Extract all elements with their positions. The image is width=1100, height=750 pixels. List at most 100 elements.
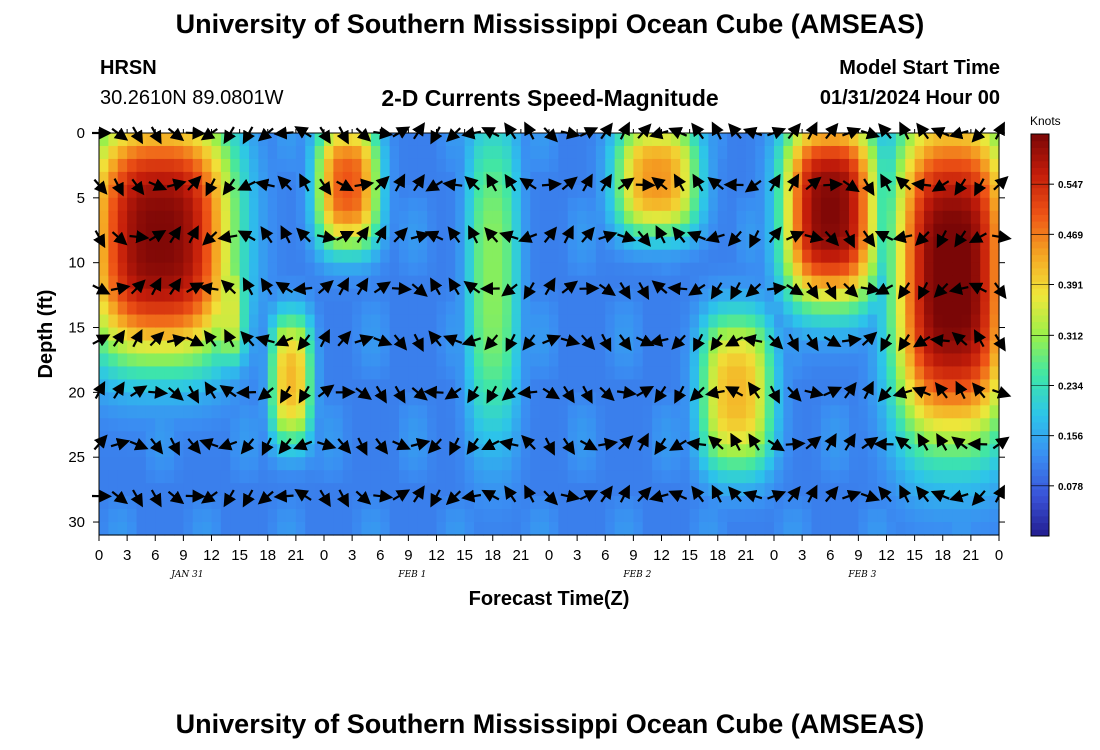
heatmap-cell [305, 262, 316, 277]
heatmap-cell [783, 327, 794, 342]
heatmap-cell [295, 249, 306, 264]
current-vector [749, 230, 762, 249]
heatmap-cell [839, 301, 850, 316]
heatmap-cell [567, 145, 578, 160]
current-vector [111, 490, 129, 505]
heatmap-cell [839, 496, 850, 510]
heatmap-cell [436, 145, 447, 160]
heatmap-cell [145, 171, 156, 186]
current-vector [635, 334, 655, 347]
heatmap-cell [389, 405, 400, 419]
heatmap-cell [352, 249, 363, 264]
heatmap-cell [558, 223, 569, 238]
heatmap-cell [474, 444, 484, 458]
heatmap-cell [886, 379, 897, 393]
heatmap-cell [652, 470, 663, 484]
heatmap-cell [727, 197, 738, 212]
heatmap-cell [727, 379, 738, 393]
heatmap-cell [267, 405, 278, 419]
heatmap-cell [942, 405, 953, 419]
heatmap-cell [867, 210, 878, 225]
heatmap-cell [427, 457, 438, 471]
heatmap-cell [652, 418, 663, 432]
heatmap-cell [249, 262, 259, 277]
heatmap-cell [933, 522, 944, 536]
heatmap-cell [389, 379, 400, 393]
heatmap-cell [474, 158, 484, 173]
heatmap-cell [961, 184, 972, 199]
heatmap-cell [455, 314, 466, 329]
heatmap-cell [549, 405, 559, 419]
heatmap-cell [417, 197, 428, 212]
heatmap-cell [408, 249, 419, 264]
heatmap-cell [858, 275, 869, 290]
heatmap-cell [717, 133, 728, 147]
heatmap-cell [586, 197, 597, 212]
heatmap-cell [614, 145, 625, 160]
current-vector [748, 433, 761, 451]
heatmap-cell [399, 249, 409, 264]
heatmap-cell [792, 405, 803, 419]
heatmap-cell [717, 366, 728, 380]
heatmap-cell [605, 327, 616, 342]
x-tick-label: 3 [573, 547, 581, 564]
heatmap-cell [492, 184, 503, 199]
heatmap-cell [155, 249, 166, 264]
heatmap-cell [314, 405, 325, 419]
heatmap-cell [792, 301, 803, 316]
current-vector [804, 230, 825, 244]
heatmap-cell [961, 496, 972, 510]
heatmap-cell [727, 223, 738, 238]
heatmap-cell [577, 431, 588, 445]
current-vector [948, 282, 969, 295]
current-vector [186, 282, 205, 295]
heatmap-cell [211, 444, 222, 458]
heatmap-cell [99, 197, 109, 212]
heatmap-cell [539, 249, 550, 264]
heatmap-cell [858, 353, 869, 368]
heatmap-cell [127, 197, 138, 212]
colorbar-segment [1031, 221, 1049, 229]
heatmap-cell [905, 210, 916, 225]
heatmap-cell [783, 340, 794, 355]
heatmap-cell [942, 509, 953, 523]
heatmap-cell [924, 275, 934, 290]
heatmap-cell [295, 457, 306, 471]
heatmap-cell [820, 496, 831, 510]
current-vector [728, 486, 742, 503]
heatmap-cell [970, 405, 981, 419]
heatmap-cell [183, 275, 194, 290]
heatmap-cell [708, 275, 719, 290]
heatmap-cell [474, 197, 484, 212]
current-vector [167, 490, 185, 505]
heatmap-cell [867, 509, 878, 523]
heatmap-cell [464, 353, 475, 368]
current-vector [260, 226, 274, 244]
heatmap-cell [211, 353, 222, 368]
current-vector [637, 486, 652, 503]
heatmap-cell [145, 431, 156, 445]
heatmap-cell [830, 210, 841, 225]
heatmap-cell [361, 210, 372, 225]
heatmap-cell [905, 223, 916, 238]
heatmap-cell [520, 392, 531, 406]
current-vector [374, 385, 387, 404]
heatmap-cell [352, 171, 363, 186]
heatmap-cell [830, 145, 841, 160]
heatmap-cell [136, 522, 147, 536]
heatmap-cell [717, 431, 728, 445]
heatmap-cell [108, 509, 119, 523]
heatmap-cell [942, 392, 953, 406]
heatmap-cell [427, 340, 438, 355]
heatmap-cell [961, 483, 972, 497]
heatmap-cell [755, 496, 766, 510]
heatmap-cell [202, 522, 213, 536]
heatmap-cell [661, 288, 672, 303]
heatmap-cell [417, 314, 428, 329]
current-vector [704, 385, 725, 399]
heatmap-cell [136, 288, 147, 303]
current-vector [911, 178, 932, 192]
current-vector [711, 121, 724, 140]
heatmap-cell [783, 210, 794, 225]
heatmap-cell [970, 236, 981, 251]
